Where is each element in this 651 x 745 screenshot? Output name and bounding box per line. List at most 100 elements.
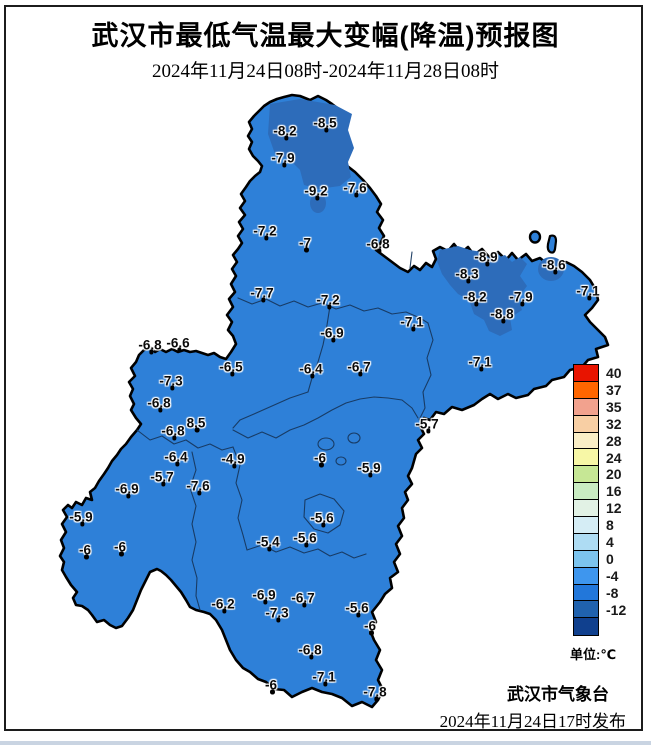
temperature-label: -8.8 [490,306,514,323]
station-dot [303,247,309,252]
station-dot [303,542,309,547]
temperature-label: -5.6 [310,510,334,527]
temperature-label: -6.6 [166,335,190,352]
legend-swatch [574,517,598,534]
temperature-label: -7.6 [186,478,210,495]
station-dot [473,301,479,306]
lake-shape [335,456,347,466]
station-dot [367,472,373,477]
temperature-label: -6.8 [161,423,185,440]
temperature-label: -5.9 [69,509,93,526]
cold-patch-east-small [538,257,564,281]
station-dot [229,371,235,376]
station-dot [171,435,177,440]
legend-swatch [574,483,598,501]
river-line [189,451,201,611]
station-dot [275,617,281,622]
temperature-label: -7 [298,235,312,252]
station-dot [221,608,227,613]
district-line [237,297,429,324]
temperature-label: -4.9 [221,451,245,468]
station-dot [308,654,314,659]
temperature-label: -6 [78,542,92,559]
bottom-edge-strip [0,741,651,745]
temperature-label: -9.2 [304,183,328,200]
station-dot [318,462,324,467]
legend-swatch [574,381,598,399]
legend-swatch [574,601,598,619]
station-dot [125,493,131,498]
station-dot [160,481,166,486]
station-dot [283,135,289,140]
station-dot [176,347,182,352]
legend-swatch [574,584,598,602]
legend-value: -12 [606,601,627,618]
station-dot [552,269,558,274]
temperature-label: -6.8 [298,642,322,659]
temperature-label: -8.6 [542,257,566,274]
station-dot [118,551,124,556]
legend-value: 32 [606,415,622,432]
station-dot [322,681,328,686]
temperature-label: -6.9 [320,325,344,342]
temperature-label: -5.9 [357,460,381,477]
station-dot [320,522,326,527]
legend-swatch [574,466,598,484]
station-dot [478,366,484,371]
legend-swatch [574,415,598,433]
station-dot [586,295,592,300]
city-boundary-shape [58,93,610,709]
station-dot [196,490,202,495]
publisher-name: 武汉市气象台 [507,685,609,704]
station-dot [355,612,361,617]
station-dot [83,554,89,559]
station-dot [79,521,85,526]
temperature-label: -6.7 [347,359,371,376]
cold-patch-north [268,99,354,189]
legend-value: 12 [606,500,622,517]
district-line [232,396,419,439]
date-range-subtitle: 2024年11月24日08时-2024年11月28日08时 [152,61,499,82]
legend-swatch [574,618,598,636]
station-dot [357,371,363,376]
temperature-label: -5.6 [345,600,369,617]
temperature-label: -6.9 [115,481,139,498]
temperature-label: -7.1 [400,314,424,331]
legend-value: 4 [606,534,614,550]
station-dot [169,385,175,390]
issue-time: 2024年11月24日17时发布 [439,712,626,731]
temperature-label: -6.2 [211,596,235,613]
temperature-label: -6.9 [252,587,276,604]
lake-shape [317,437,335,451]
legend-value: 35 [606,398,622,415]
station-dot [500,318,506,323]
cold-patch-north-small [310,193,326,213]
temperature-label: -8.5 [313,115,337,132]
legend-value: 40 [606,365,622,381]
station-dot [368,630,374,635]
temperature-label: -6 [313,450,327,467]
station-dot [465,278,471,283]
temperature-label: -5.4 [256,534,280,551]
district-line [232,391,309,429]
temperature-label: -7.2 [253,223,277,240]
temperature-label: -6 [113,539,127,556]
temperature-label: -6.8 [366,236,390,253]
temperature-label: -5.7 [150,469,174,486]
station-dot [410,326,416,331]
temperature-label: -7.1 [468,354,492,371]
station-dot [262,599,268,604]
temperature-label: -7.6 [343,180,367,197]
temperature-label: -6.7 [291,590,315,607]
district-line [136,429,234,451]
temperature-label: -6.4 [164,449,188,466]
temperature-label: -7.8 [363,684,387,701]
station-dot [231,463,237,468]
cold-patch-northeast [437,246,527,336]
temperature-label: -6.8 [138,337,162,354]
legend-value: 20 [606,466,622,483]
station-dot [373,696,379,701]
station-dot [157,407,163,412]
legend-value: 0 [606,550,614,567]
legend-swatch [574,432,598,450]
